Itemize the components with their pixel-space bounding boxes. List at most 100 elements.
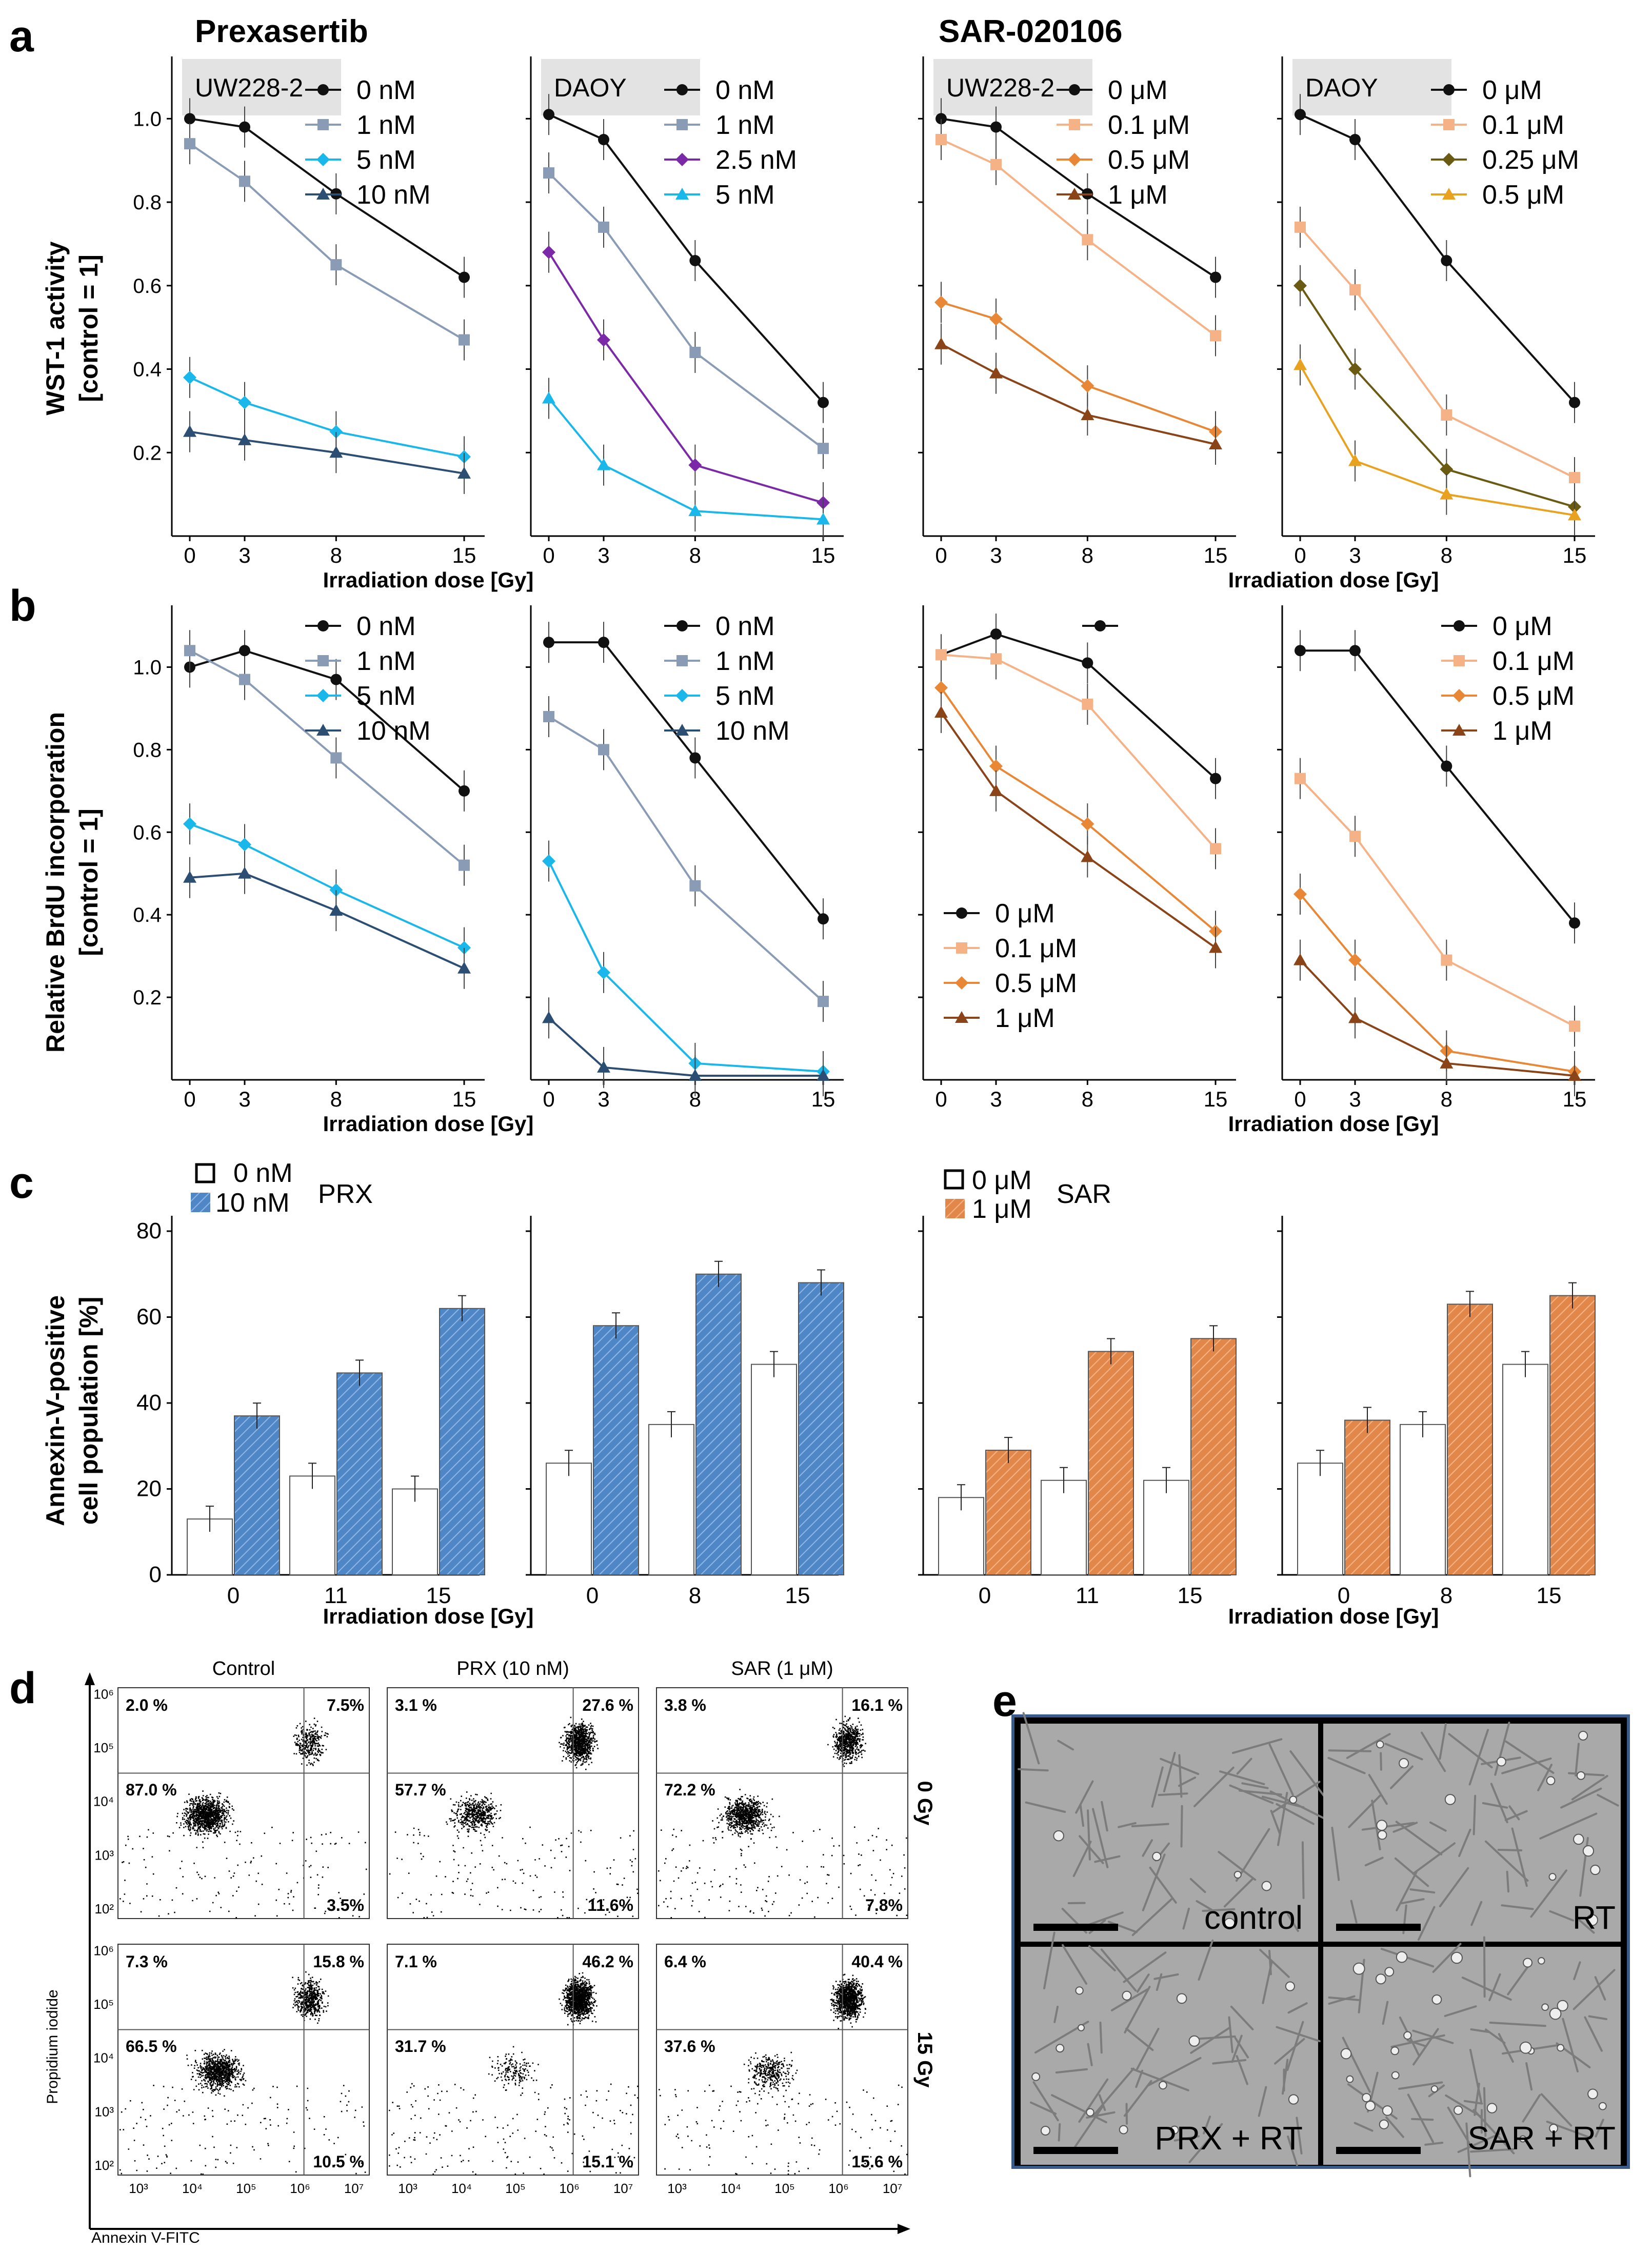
series-line-2: [189, 823, 465, 949]
micrograph-round-cell: [1450, 1951, 1463, 1964]
bar-chart-1: 0 8 15: [526, 1216, 844, 1608]
y-tick-label: 0.8: [133, 739, 162, 761]
panel-c-legend-right: 0 μM 1 μM SAR: [944, 1165, 1111, 1224]
panel-b-ylabel-2: [control = 1]: [74, 808, 103, 956]
legend-marker: [317, 655, 329, 666]
data-point-3-1: [989, 784, 1003, 796]
data-point-3-3: [1209, 941, 1222, 953]
legend-marker: [676, 84, 688, 95]
cell-line-label: DAOY: [1305, 73, 1378, 102]
data-point-0-0: [1295, 645, 1306, 657]
micrograph-round-cell: [1233, 1870, 1242, 1879]
flow-x-tick: 10³: [667, 2181, 687, 2196]
micrograph-round-cell: [1223, 1918, 1236, 1930]
flow-frame: [656, 1944, 908, 2176]
data-point-3-2: [329, 904, 343, 916]
series-line-2: [940, 687, 1217, 932]
micrograph-bg: [1021, 1724, 1318, 1942]
data-point-3-3: [1568, 508, 1581, 521]
series-line-2: [189, 376, 465, 458]
panel-label-c: c: [9, 1158, 34, 1208]
panel-a-xlabel-left: Irradiation dose [Gy]: [323, 568, 534, 592]
flow-ylabel: Propidium iodide: [44, 1989, 61, 2104]
legend-marker: [676, 655, 688, 666]
data-point-1-1: [1349, 284, 1361, 295]
data-point-2-2: [688, 458, 702, 472]
bar-charts: 0 20 40 60 80 0 11 15 0 8 15 0 11 15 0 8 15: [136, 1216, 1596, 1608]
quadrant-ur: 15.8 %: [313, 1952, 364, 1971]
x-tick-label: 0: [1294, 1087, 1306, 1111]
data-point-1-0: [184, 138, 195, 150]
data-point-3-3: [817, 512, 830, 525]
data-point-1-1: [598, 744, 609, 756]
bar-ctrl-2: [392, 1488, 438, 1575]
data-point-3-1: [238, 433, 251, 445]
legend-label-2: 0.5 μM: [1108, 145, 1190, 175]
data-point-2-2: [1081, 379, 1094, 393]
legend-marker: [317, 119, 329, 130]
cell-line-label: UW228-2: [946, 73, 1054, 102]
legend-label-1um: 1 μM: [972, 1194, 1032, 1224]
data-point-2-0: [1293, 279, 1307, 292]
data-point-2-1: [1348, 362, 1362, 376]
micrograph-round-cell: [1376, 1820, 1387, 1831]
data-point-2-1: [1348, 953, 1362, 967]
micrograph-round-cell: [1396, 1951, 1408, 1963]
bar-treat-0: [1344, 1419, 1390, 1575]
x-tick-label: 0: [543, 1087, 554, 1111]
panel-c-xlabel-left: Irradiation dose [Gy]: [323, 1604, 534, 1628]
data-point-0-2: [1082, 657, 1093, 669]
data-point-1-1: [239, 674, 250, 685]
x-tick-label: 0: [979, 1583, 991, 1608]
quadrant-ul: 7.3 %: [126, 1952, 168, 1971]
series-line-2: [1299, 893, 1575, 1073]
bar-ctrl-2: [1502, 1364, 1548, 1575]
data-point-1-3: [1210, 843, 1221, 855]
legend-label-3: 1 μM: [1108, 180, 1168, 210]
micrograph-round-cell: [1086, 2108, 1094, 2117]
data-point-3-2: [1440, 1056, 1454, 1069]
flow-x-tick: 10⁷: [883, 2181, 902, 2196]
micrograph-label: control: [1204, 1899, 1303, 1936]
bar-treat-1: [336, 1372, 383, 1575]
legend-label-0nm: 0 nM: [233, 1158, 293, 1188]
line-charts: 0.2 0.4 0.6 0.8 1.0 0 3 8 15 UW228-2 0 nM 1 nM 5 nM 1…: [133, 56, 1595, 1111]
micrograph-round-cell: [1431, 1994, 1442, 2005]
flow-y-tick: 10⁵: [93, 1997, 114, 2012]
micrograph-round-cell: [1590, 1865, 1601, 1875]
y-tick-label: 0.4: [133, 904, 162, 926]
line-chart-panel_a-1: 0 3 8 15 DAOY 0 nM 1 nM 2.5 nM 5 nM: [526, 56, 844, 567]
scale-bar: [1336, 1924, 1421, 1931]
legend-label-0: 0 nM: [356, 611, 416, 641]
micrograph-round-cell: [1376, 1740, 1384, 1749]
quadrant-ur: 46.2 %: [582, 1952, 633, 1971]
flow-y-tick: 10³: [94, 1847, 114, 1863]
x-tick-label: 8: [1440, 1583, 1452, 1608]
bar-treat-1: [695, 1273, 742, 1575]
data-point-1-2: [689, 880, 701, 892]
quadrant-ll: 37.6 %: [664, 2037, 715, 2056]
flow-cytometry-panel: 2.0 % 7.5% 87.0 % 3.5% Control 10² 10³ 10⁴ 10⁵ 10…: [85, 1658, 936, 2234]
micrograph-round-cell: [1578, 1731, 1588, 1741]
legend-marker: [676, 620, 688, 631]
data-point-2-1: [989, 759, 1003, 773]
data-point-2-0: [542, 245, 555, 259]
panel-label-a: a: [9, 12, 34, 61]
data-point-1-2: [330, 752, 342, 764]
micrograph-round-cell: [1382, 2105, 1393, 2116]
data-point-2-0: [183, 817, 196, 831]
data-point-0-1: [990, 628, 1002, 640]
series-line-1: [548, 172, 824, 449]
micrograph-round-cell: [1430, 2085, 1438, 2093]
x-tick-label: 0: [184, 1087, 195, 1111]
legend-label-prx: PRX: [318, 1179, 373, 1209]
micrograph-round-cell: [1519, 2135, 1527, 2143]
micrograph-label: RT: [1573, 1899, 1616, 1936]
legend-label-3: 10 nM: [356, 716, 431, 746]
x-tick-label: 0: [1338, 1583, 1350, 1608]
micrograph-round-cell: [1188, 2035, 1200, 2047]
micrograph-label: SAR + RT: [1467, 2120, 1616, 2157]
data-point-0-1: [990, 121, 1002, 133]
data-point-3-0: [1293, 953, 1307, 965]
